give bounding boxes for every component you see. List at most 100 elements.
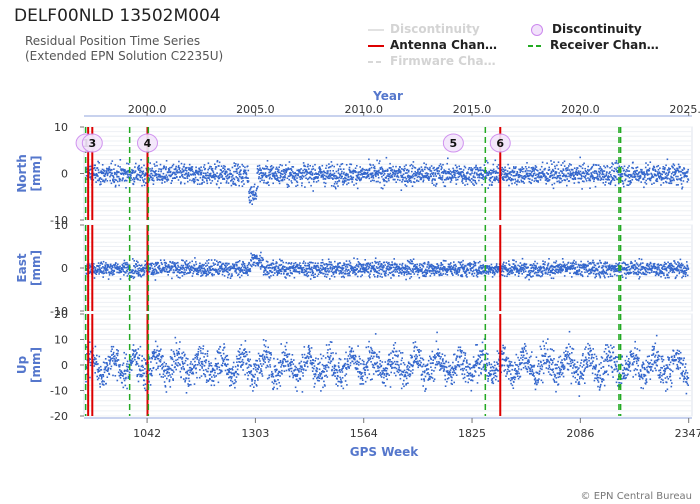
data-point: [652, 167, 654, 170]
data-point: [316, 275, 319, 277]
legend-swatch-red-icon: [368, 44, 384, 47]
data-point: [580, 165, 582, 168]
data-point: [681, 187, 683, 190]
data-point: [142, 180, 145, 182]
data-point: [600, 167, 602, 170]
data-point: [342, 271, 344, 274]
data-point: [207, 162, 210, 164]
data-point: [601, 171, 604, 173]
data-point: [233, 267, 235, 270]
data-point: [201, 263, 204, 266]
data-point: [560, 271, 562, 274]
data-point: [276, 274, 279, 276]
data-point: [616, 166, 618, 169]
data-point: [631, 179, 634, 181]
data-point: [243, 183, 245, 185]
data-point: [92, 267, 95, 269]
data-point: [218, 261, 221, 263]
data-point: [378, 272, 381, 275]
data-point: [275, 271, 278, 273]
data-point: [275, 262, 277, 265]
data-point: [508, 260, 510, 262]
data-point: [150, 265, 153, 267]
data-point: [153, 271, 156, 273]
data-point: [348, 260, 351, 262]
data-point: [564, 179, 567, 182]
data-point: [562, 162, 564, 164]
data-point: [510, 269, 513, 271]
data-point: [414, 167, 417, 169]
data-point: [356, 275, 359, 278]
data-point: [361, 167, 364, 170]
data-point: [461, 177, 464, 180]
data-point: [117, 175, 120, 178]
data-point: [238, 173, 240, 176]
data-point: [159, 267, 161, 270]
data-point: [168, 168, 171, 171]
data-point: [435, 268, 437, 270]
data-point: [114, 263, 117, 266]
data-point: [188, 163, 191, 166]
data-point: [581, 167, 584, 170]
data-point: [109, 266, 111, 269]
data-point: [151, 270, 154, 272]
data-point: [470, 167, 472, 169]
data-point: [411, 170, 413, 173]
data-point: [634, 175, 637, 178]
data-point: [532, 270, 534, 273]
data-point: [458, 268, 461, 271]
data-point: [179, 176, 181, 178]
data-point: [560, 269, 563, 272]
data-point: [350, 171, 352, 174]
data-point: [176, 271, 179, 273]
data-point: [386, 180, 388, 183]
data-point: [176, 169, 178, 172]
data-point: [184, 169, 186, 171]
data-point: [528, 278, 530, 281]
data-point: [127, 174, 129, 176]
data-point: [538, 270, 541, 272]
data-point: [365, 173, 368, 175]
data-point: [412, 165, 414, 167]
data-point: [127, 268, 129, 271]
data-point: [113, 171, 116, 174]
data-point: [443, 171, 445, 173]
data-point: [163, 166, 166, 169]
data-point: [287, 272, 289, 275]
data-point: [130, 276, 132, 278]
data-point: [131, 275, 134, 278]
data-point: [261, 257, 264, 259]
data-point: [569, 176, 572, 179]
data-point: [592, 163, 595, 166]
data-point: [624, 179, 626, 182]
data-point: [279, 264, 281, 267]
data-point: [151, 174, 154, 177]
data-point: [662, 168, 664, 170]
data-point: [591, 268, 594, 270]
data-point: [335, 271, 337, 273]
data-point: [160, 170, 162, 173]
data-point: [404, 184, 406, 186]
data-point: [250, 260, 253, 262]
data-point: [257, 169, 260, 171]
data-point: [420, 263, 423, 266]
data-point: [416, 176, 419, 178]
data-point: [473, 269, 475, 272]
data-point: [589, 271, 592, 273]
data-point: [279, 171, 281, 174]
data-point: [458, 173, 460, 175]
data-point: [393, 263, 396, 266]
data-point: [426, 167, 429, 169]
data-point: [631, 174, 633, 176]
data-point: [136, 272, 138, 275]
data-point: [98, 162, 100, 164]
data-point: [413, 265, 416, 267]
data-point: [374, 268, 376, 271]
data-point: [595, 170, 598, 173]
data-point: [106, 168, 108, 170]
data-point: [227, 267, 230, 269]
data-point: [497, 181, 500, 183]
data-point: [203, 166, 205, 168]
data-point: [507, 272, 510, 275]
data-point: [552, 176, 554, 179]
